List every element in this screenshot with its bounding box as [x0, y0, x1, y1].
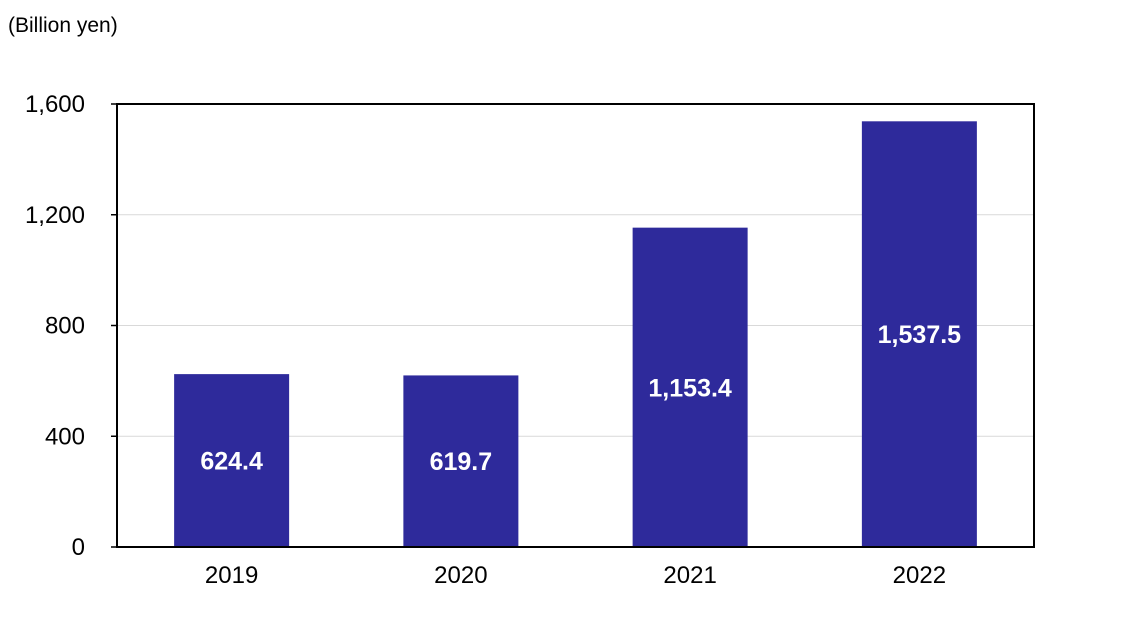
x-tick-label: 2019 — [205, 562, 258, 589]
bars: 624.4 619.7 1,153.4 1,537.5 — [174, 121, 977, 547]
y-axis-unit-label: (Billion yen) — [8, 14, 118, 37]
x-tick-label: 2020 — [434, 562, 487, 589]
y-axis-ticks: 0 400 800 1,200 1,600 — [25, 91, 117, 561]
bar-2019 — [174, 374, 290, 547]
bar-value-label: 624.4 — [200, 448, 263, 476]
y-tick-label: 0 — [72, 534, 85, 561]
bar-value-label: 1,153.4 — [648, 374, 732, 402]
x-axis-ticks: 2019 2020 2021 2022 — [205, 562, 946, 589]
x-tick-label: 2022 — [893, 562, 946, 589]
bar-value-label: 1,537.5 — [878, 321, 962, 349]
bar-2022 — [861, 121, 977, 547]
bar-2020 — [403, 375, 519, 547]
bar-value-label: 619.7 — [430, 448, 493, 476]
bar-2021 — [632, 227, 748, 547]
x-tick-label: 2021 — [663, 562, 716, 589]
y-tick-label: 400 — [45, 423, 85, 450]
y-tick-label: 1,600 — [25, 91, 85, 118]
y-tick-label: 800 — [45, 313, 85, 340]
y-tick-label: 1,200 — [25, 202, 85, 229]
